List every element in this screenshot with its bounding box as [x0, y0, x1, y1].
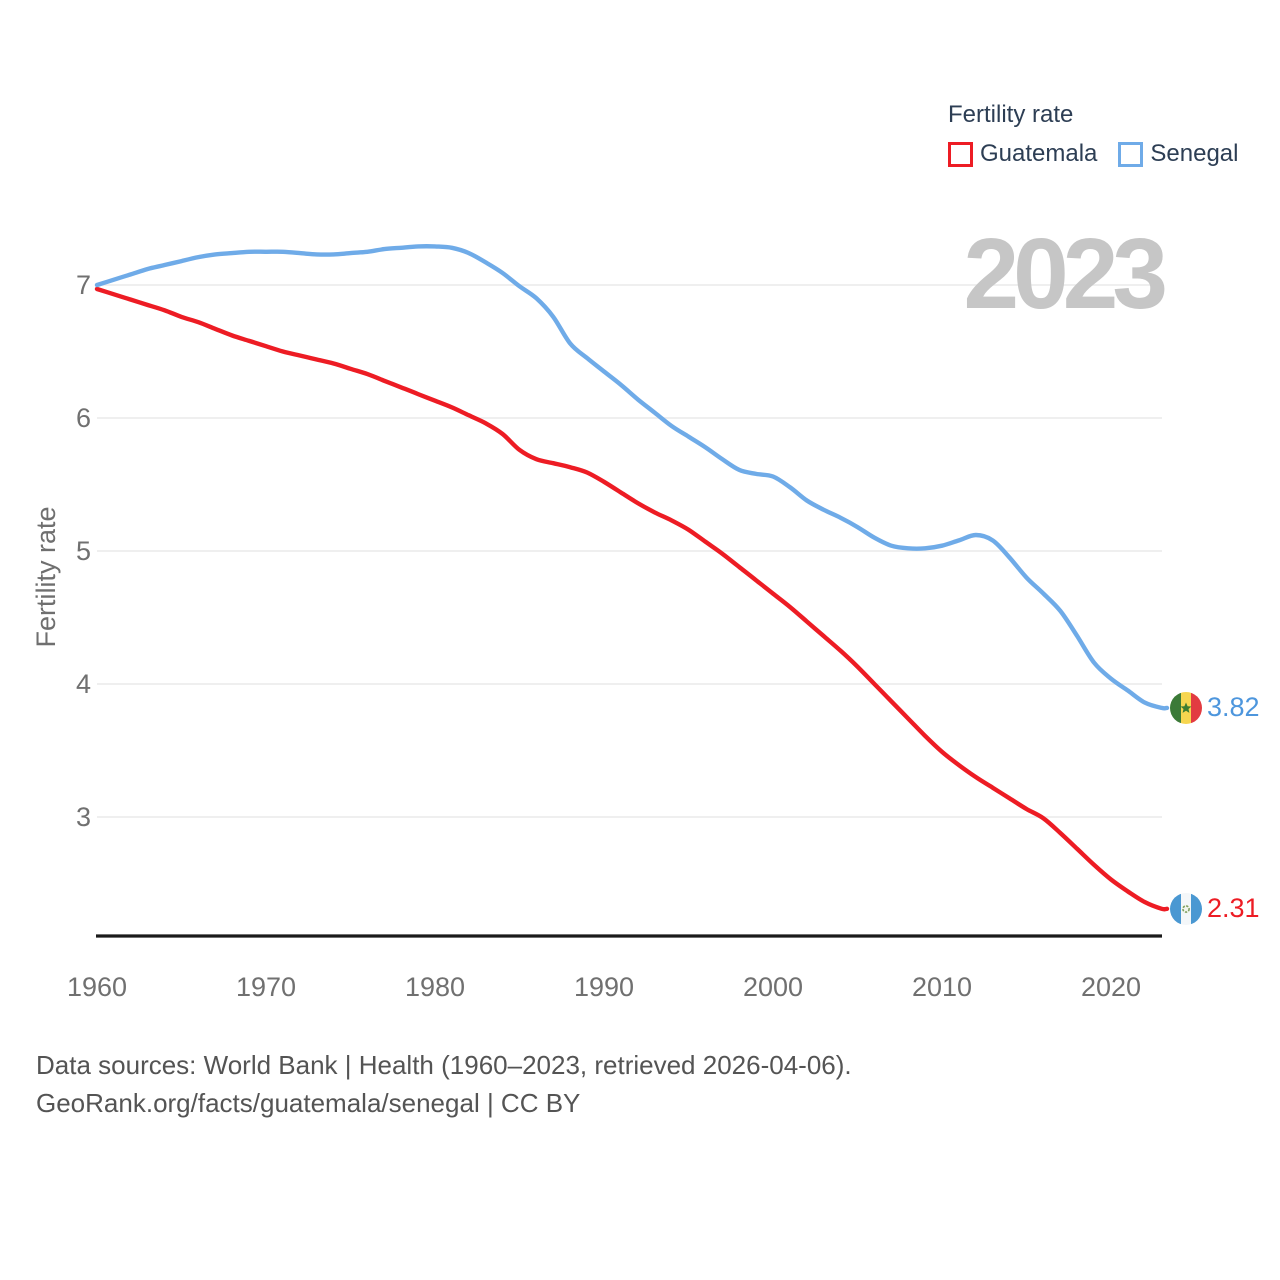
chart-legend: Fertility rate Guatemala Senegal: [948, 101, 1238, 168]
georank-url-line: GeoRank.org/facts/guatemala/senegal | CC…: [36, 1088, 581, 1118]
guatemala-flag-icon: [1170, 893, 1202, 925]
y-tick-label: 5: [75, 536, 91, 566]
source-attribution: Data sources: World Bank | Health (1960–…: [36, 1046, 852, 1122]
senegal-end-value: 3.82: [1207, 692, 1260, 722]
guatemala-swatch-icon[interactable]: [948, 141, 973, 167]
watermark-year: 2023: [963, 218, 1168, 330]
x-tick-label: 2000: [742, 972, 804, 1002]
y-tick-label: 4: [75, 669, 91, 699]
guatemala-end-value: 2.31: [1207, 893, 1260, 923]
x-tick-label: 1960: [66, 972, 128, 1002]
y-axis-title: Fertility rate: [31, 506, 61, 648]
legend-label-guatemala[interactable]: Guatemala: [980, 140, 1098, 167]
legend-label-senegal[interactable]: Senegal: [1150, 140, 1239, 167]
legend-title: Fertility rate: [948, 101, 1074, 128]
y-tick-label: 7: [75, 270, 91, 300]
senegal-flag-icon: [1170, 692, 1202, 724]
y-tick-label: 3: [75, 802, 91, 832]
senegal-swatch-icon[interactable]: [1118, 141, 1144, 167]
x-tick-label: 2010: [911, 972, 973, 1002]
x-tick-label: 1970: [235, 972, 297, 1002]
legend-items: Guatemala Senegal: [948, 140, 1238, 168]
line-guatemala: [94, 286, 1170, 912]
x-tick-label: 2020: [1080, 972, 1142, 1002]
data-sources-line: Data sources: World Bank | Health (1960–…: [36, 1050, 852, 1080]
x-tick-label: 1980: [404, 972, 466, 1002]
x-tick-label: 1990: [573, 972, 635, 1002]
line-senegal: [94, 244, 1170, 711]
y-tick-label: 6: [75, 403, 91, 433]
